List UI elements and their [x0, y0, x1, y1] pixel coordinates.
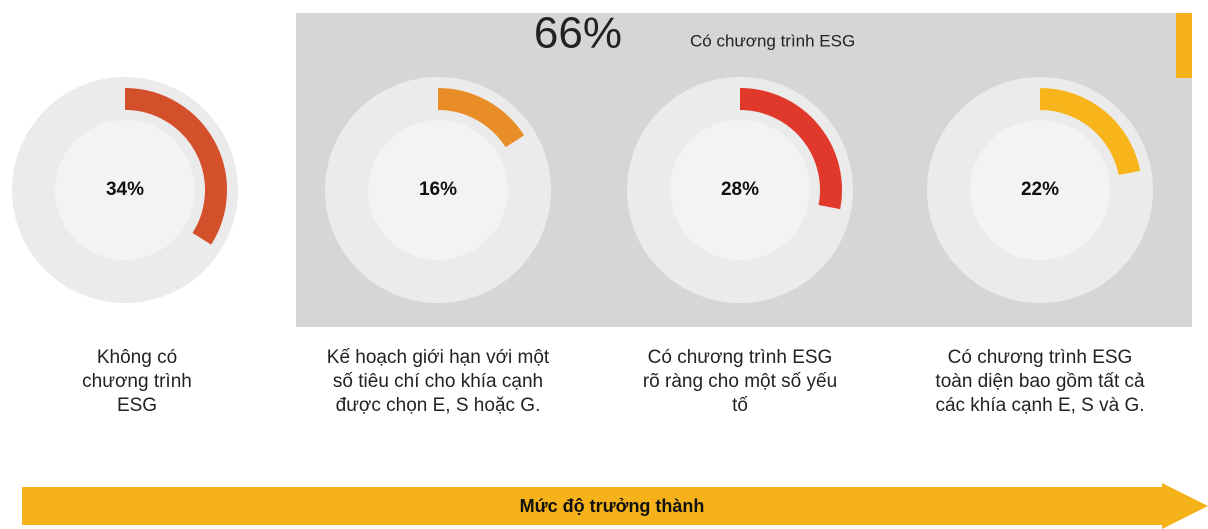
group-accent: [1176, 13, 1192, 78]
donut-arc: [124, 88, 227, 245]
donut-hole: [970, 120, 1110, 260]
donut-arc: [1039, 88, 1141, 176]
maturity-arrow: [22, 483, 1208, 529]
donut-arc: [739, 88, 842, 210]
category-label: Có chương trình ESG toàn diện bao gồm tấ…: [935, 347, 1145, 416]
value-label: 22%: [1021, 179, 1059, 200]
donut-hole: [368, 120, 508, 260]
value-label: 16%: [419, 179, 457, 200]
category-label: Kế hoạch giới hạn với một số tiêu chí ch…: [326, 347, 550, 416]
category-label: Không có chương trình ESG: [82, 347, 192, 416]
value-label: 34%: [106, 179, 144, 200]
axis-label: Mức độ trưởng thành: [520, 496, 705, 516]
category-label: Có chương trình ESG rõ ràng cho một số y…: [642, 347, 838, 416]
donut-arc: [437, 88, 525, 148]
group-value: 66%: [534, 9, 622, 58]
donut-hole: [670, 120, 810, 260]
donut-hole: [55, 120, 195, 260]
group-text: Có chương trình ESG: [690, 31, 855, 50]
value-label: 28%: [721, 179, 759, 200]
